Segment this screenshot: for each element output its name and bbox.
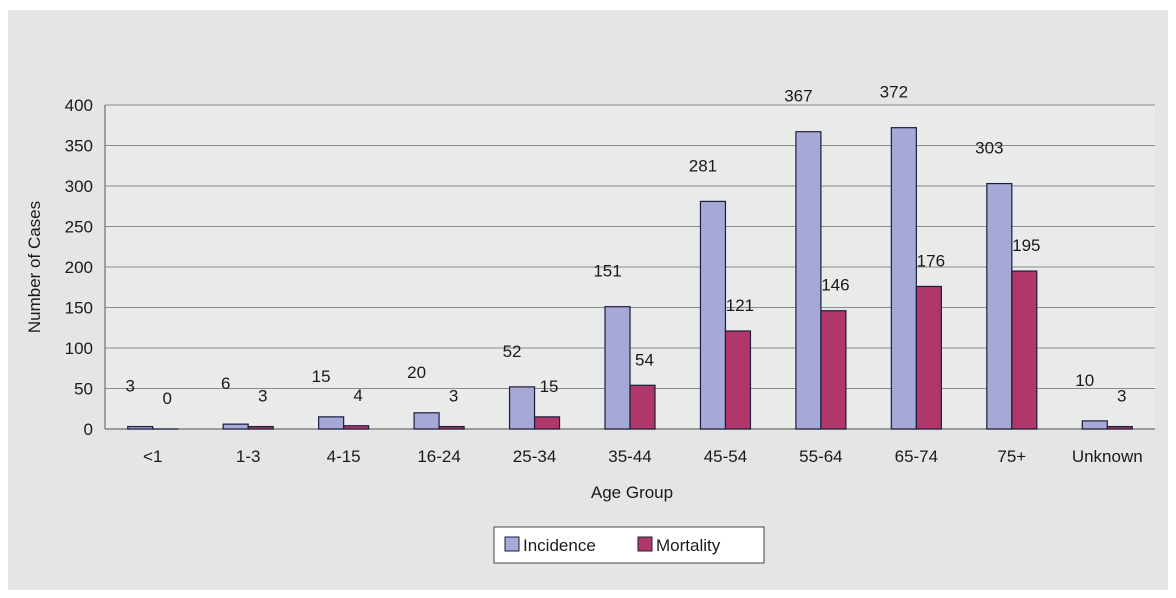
- y-tick-label: 400: [65, 96, 93, 115]
- bar-mortality: [533, 416, 561, 430]
- data-label-incidence: 20: [407, 363, 426, 382]
- data-label-mortality: 195: [1012, 236, 1040, 255]
- legend-swatch-mortality: [637, 536, 653, 552]
- plot-area: [104, 104, 1155, 430]
- legend-swatch-incidence: [504, 536, 520, 552]
- data-label-incidence: 151: [593, 262, 621, 281]
- x-axis-title: Age Group: [591, 483, 673, 502]
- bar-incidence: [1081, 420, 1108, 430]
- bar-incidence: [127, 425, 154, 430]
- bar-incidence: [318, 416, 345, 430]
- y-tick-label: 100: [65, 339, 93, 358]
- bar-mortality: [1011, 270, 1038, 430]
- legend-label-incidence: Incidence: [523, 536, 596, 555]
- bar-incidence: [222, 423, 249, 430]
- y-tick-label: 200: [65, 258, 93, 277]
- data-label-incidence: 15: [312, 367, 331, 386]
- bar-incidence: [890, 127, 917, 430]
- data-label-mortality: 0: [162, 389, 171, 408]
- data-label-incidence: 10: [1075, 371, 1094, 390]
- x-tick-label: 45-54: [704, 447, 747, 466]
- y-tick-label: 300: [65, 177, 93, 196]
- x-tick-label: 35-44: [608, 447, 651, 466]
- bar-mortality: [1106, 425, 1133, 430]
- x-tick-label: 75+: [997, 447, 1026, 466]
- y-tick-label: 250: [65, 218, 93, 237]
- x-tick-label: Unknown: [1072, 447, 1143, 466]
- data-labels: 3 0 6 3 15 4 20 3 52 15 151 54 281 121 367 146 372 176 303…: [125, 83, 1126, 408]
- data-label-incidence: 367: [784, 87, 812, 106]
- bars: [127, 127, 1133, 430]
- y-tick-label: 0: [84, 420, 93, 439]
- bar-mortality: [438, 425, 465, 430]
- x-tick-label: <1: [143, 447, 162, 466]
- data-label-mortality: 3: [258, 387, 267, 406]
- x-tick-label: 65-74: [895, 447, 938, 466]
- x-tick-label: 55-64: [799, 447, 842, 466]
- bar-mortality: [915, 285, 942, 430]
- x-tick-label: 4-15: [327, 447, 361, 466]
- bar-incidence: [986, 182, 1013, 430]
- y-tick-label: 150: [65, 299, 93, 318]
- y-axis-ticks: 0 50 100 150 200 250 300 350 400: [65, 96, 93, 439]
- data-label-mortality: 3: [1117, 387, 1126, 406]
- x-axis-ticks: <1 1-3 4-15 16-24 25-34 35-44 45-54 55-64 65-74 7…: [143, 447, 1143, 466]
- data-label-incidence: 303: [975, 139, 1003, 158]
- data-label-incidence: 52: [503, 342, 522, 361]
- legend-box: [493, 526, 765, 564]
- bar-mortality: [820, 310, 847, 430]
- data-label-mortality: 4: [353, 386, 362, 405]
- bar-incidence: [604, 306, 631, 430]
- bar-mortality: [724, 330, 752, 430]
- bar-incidence: [795, 131, 822, 430]
- data-label-incidence: 281: [689, 156, 717, 175]
- x-tick-label: 25-34: [513, 447, 556, 466]
- bar-incidence: [699, 200, 727, 430]
- bar-incidence: [413, 412, 440, 430]
- data-label-mortality: 54: [635, 350, 654, 369]
- y-tick-label: 350: [65, 137, 93, 156]
- data-label-incidence: 372: [880, 83, 908, 102]
- legend-label-mortality: Mortality: [656, 536, 721, 555]
- data-label-mortality: 3: [449, 387, 458, 406]
- data-label-incidence: 6: [221, 374, 230, 393]
- data-label-mortality: 121: [726, 296, 754, 315]
- bar-incidence: [508, 386, 536, 430]
- data-label-mortality: 15: [540, 377, 559, 396]
- x-tick-label: 1-3: [236, 447, 261, 466]
- bar-mortality: [247, 425, 274, 430]
- legend: Incidence Mortality: [493, 526, 765, 564]
- bar-mortality: [343, 425, 370, 430]
- data-label-incidence: 3: [125, 377, 134, 396]
- y-axis-title: Number of Cases: [25, 201, 44, 333]
- data-label-mortality: 146: [821, 276, 849, 295]
- y-tick-label: 50: [74, 380, 93, 399]
- data-label-mortality: 176: [917, 251, 945, 270]
- x-tick-label: 16-24: [417, 447, 460, 466]
- bar-mortality: [629, 384, 656, 430]
